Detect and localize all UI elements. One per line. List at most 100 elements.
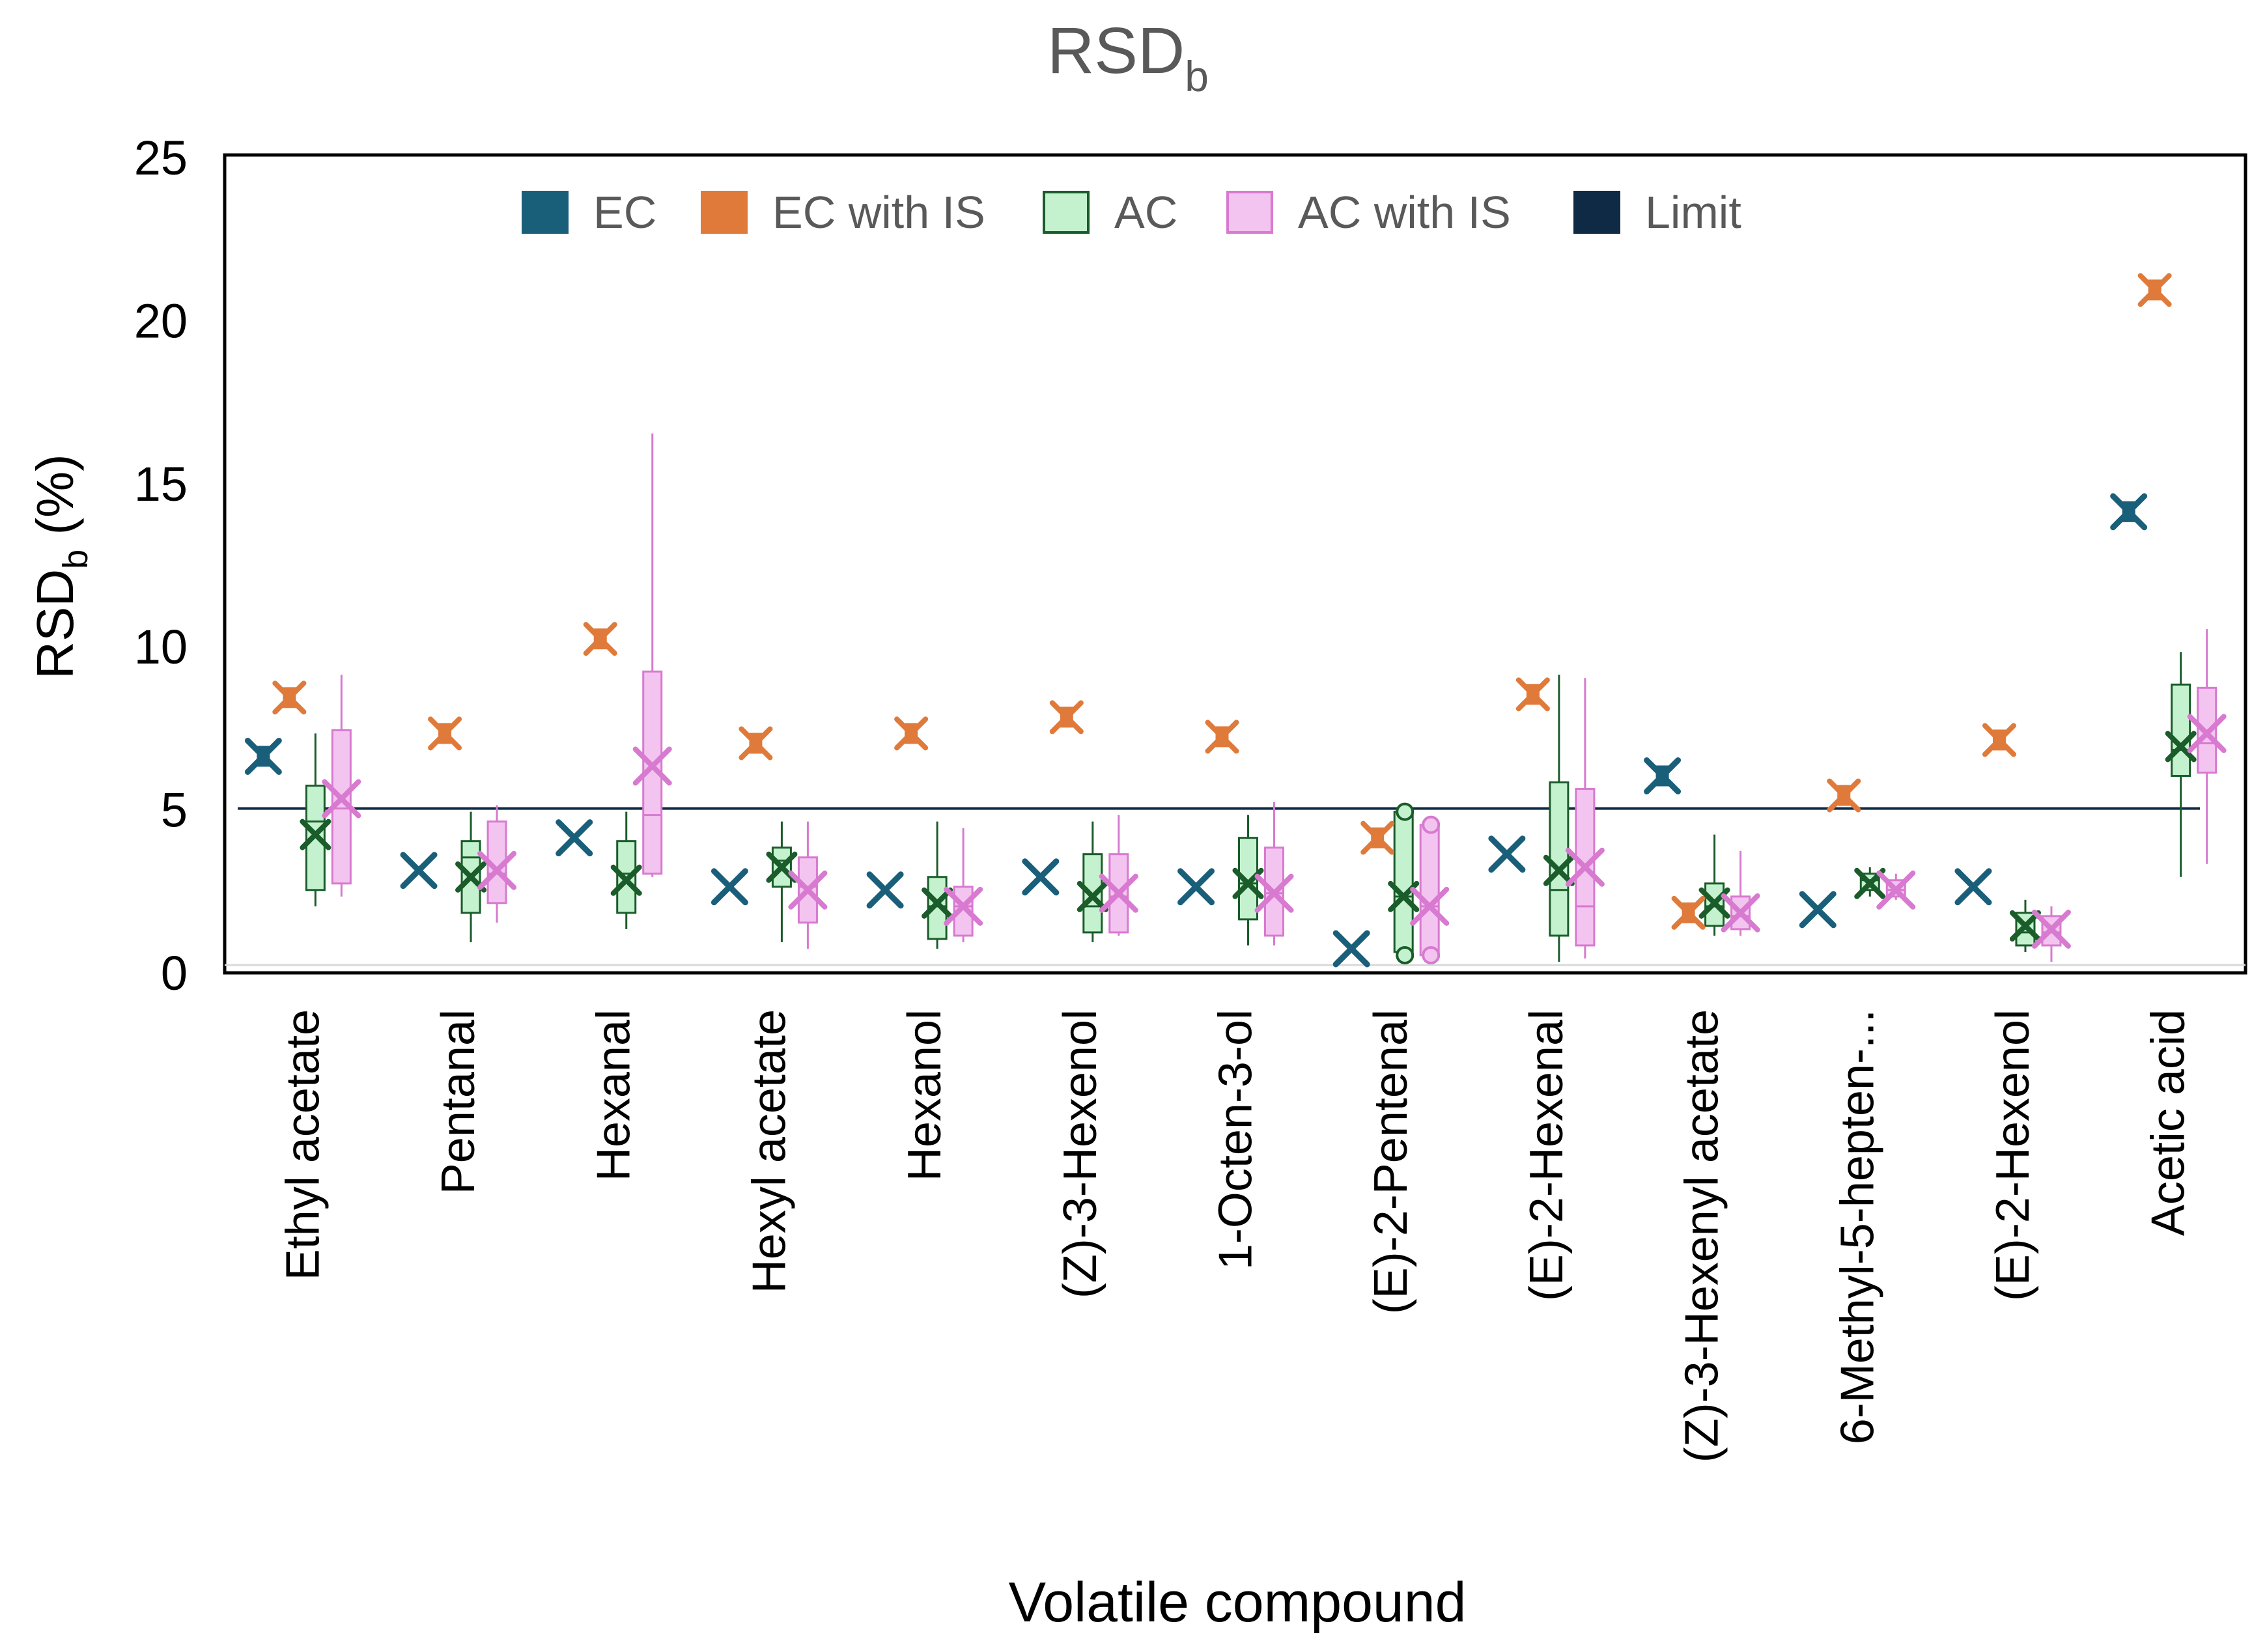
box-iqr xyxy=(1549,781,1570,937)
outlier-point xyxy=(1396,802,1415,821)
marker-ec xyxy=(1799,891,1837,929)
data-marks xyxy=(244,273,2227,968)
mean-marker xyxy=(2165,731,2197,763)
mean-marker xyxy=(944,886,983,926)
marker-ec-with-is xyxy=(1671,895,1706,930)
mean-marker xyxy=(610,864,642,896)
x-tick-label: Ethyl acetate xyxy=(277,1009,329,1280)
mean-marker xyxy=(1254,873,1294,913)
x-tick-label: Acetic acid xyxy=(2143,1009,2195,1236)
box-ac-with-is xyxy=(1721,850,1760,936)
box-ac xyxy=(1232,815,1264,945)
mean-marker xyxy=(788,870,828,910)
marker-ec xyxy=(1177,868,1215,906)
marker-ec xyxy=(244,737,282,775)
outlier-point xyxy=(1396,945,1415,964)
legend-swatch xyxy=(1043,191,1090,234)
box-ac-with-is xyxy=(322,675,361,897)
mean-marker xyxy=(477,850,517,890)
y-axis: 0 5 10 15 20 25 xyxy=(134,131,2246,1000)
y-tick-label: 10 xyxy=(134,620,188,674)
y-axis-label-suffix: (%) xyxy=(26,454,84,550)
mean-marker xyxy=(1876,870,1916,910)
y-axis-label-main: RSD xyxy=(26,569,84,679)
marker-ec xyxy=(1644,757,1682,795)
legend-item: AC xyxy=(1043,187,1177,238)
marker-ec-with-is xyxy=(894,716,929,751)
x-tick-label: (Z)-3-Hexenyl acetate xyxy=(1676,1009,1728,1463)
mean-marker xyxy=(300,819,331,850)
box-ac xyxy=(1077,821,1108,942)
box-ac xyxy=(922,821,953,949)
outlier-point xyxy=(1422,815,1441,834)
box-ac xyxy=(300,733,331,906)
box-iqr xyxy=(1730,895,1751,931)
marker-ec-with-is xyxy=(739,726,773,761)
box-iqr xyxy=(1419,824,1440,957)
x-tick-label: (E)-2-Hexenal xyxy=(1521,1009,1573,1301)
mean-marker xyxy=(2009,910,2041,942)
legend-item: EC xyxy=(522,187,656,238)
x-tick-label: (E)-2-Hexenol xyxy=(1987,1009,2039,1301)
box-ac-with-is xyxy=(1876,870,1916,910)
y-tick-label: 15 xyxy=(134,457,188,511)
box-ac-with-is xyxy=(1254,802,1294,945)
legend: EC EC with IS AC AC with IS Limit xyxy=(522,187,1741,238)
legend-swatch xyxy=(701,191,748,234)
box-iqr xyxy=(1393,811,1414,953)
box-ac-with-is xyxy=(632,433,672,877)
plot-area xyxy=(223,153,2247,975)
x-tick-label: Pentanal xyxy=(432,1009,485,1194)
legend-item: EC with IS xyxy=(701,187,985,238)
box-ac-with-is xyxy=(1565,678,1605,959)
box-iqr xyxy=(2171,683,2191,777)
mean-marker xyxy=(1565,847,1605,887)
legend-label: EC with IS xyxy=(772,187,985,238)
mean-marker xyxy=(2187,714,2227,753)
chart-title-main: RSD xyxy=(1047,14,1185,87)
box-ac xyxy=(2165,652,2197,877)
mean-marker xyxy=(1721,893,1760,932)
y-tick-label: 5 xyxy=(161,783,188,837)
marker-ec xyxy=(556,819,593,857)
marker-ec xyxy=(1488,835,1526,873)
legend-label: AC with IS xyxy=(1298,187,1511,238)
legend-label: EC xyxy=(593,187,656,238)
marker-ec-with-is xyxy=(1049,700,1084,735)
marker-ec-with-is xyxy=(1827,778,1861,813)
x-tick-label: Hexanal xyxy=(588,1009,640,1181)
box-ac xyxy=(1388,802,1420,964)
x-axis: Ethyl acetate Pentanal Hexanal Hexyl acetat… xyxy=(277,1009,2194,1463)
outlier-point xyxy=(1422,945,1441,964)
marker-ec xyxy=(1022,858,1060,896)
box-ac xyxy=(1543,675,1575,962)
x-tick-label: Hexyl acetate xyxy=(743,1009,795,1293)
legend-swatch xyxy=(522,191,569,234)
legend-label: Limit xyxy=(1645,187,1741,238)
box-ac xyxy=(2009,899,2041,952)
marker-ec-with-is xyxy=(2137,273,2172,307)
mean-marker xyxy=(632,746,672,786)
marker-ec xyxy=(2110,493,2148,531)
mean-marker xyxy=(1410,886,1450,926)
y-tick-label: 0 xyxy=(161,946,188,1000)
legend-label: AC xyxy=(1114,187,1177,238)
y-tick-label: 25 xyxy=(134,131,188,185)
box-ac-with-is xyxy=(944,828,983,942)
legend-swatch xyxy=(1226,191,1273,234)
mean-marker xyxy=(922,887,953,919)
marker-ec xyxy=(711,868,748,906)
marker-ec-with-is xyxy=(272,680,307,715)
chart-title: RSDb xyxy=(1047,14,1209,100)
x-tick-label: (E)-2-Pentenal xyxy=(1365,1009,1417,1314)
y-tick-label: 20 xyxy=(134,294,188,348)
x-tick-label: Hexanol xyxy=(899,1009,951,1181)
mean-marker xyxy=(1099,873,1138,913)
marker-ec-with-is xyxy=(1982,723,2016,757)
chart-title-subscript: b xyxy=(1185,52,1209,100)
box-ac-with-is xyxy=(2031,906,2071,962)
x-tick-label: 6-Methyl-5-hepten-... xyxy=(1831,1009,1883,1444)
box-ac-with-is xyxy=(788,821,828,949)
legend-swatch xyxy=(1573,191,1620,234)
